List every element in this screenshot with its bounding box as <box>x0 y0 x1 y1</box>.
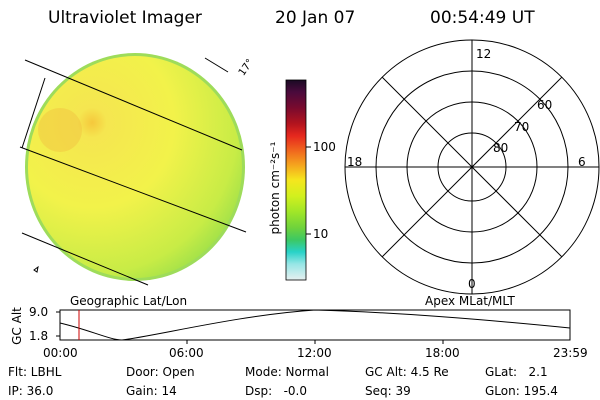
glon-status: GLon: 195.4 <box>485 384 558 398</box>
door-status: Door: Open <box>126 365 195 379</box>
coast-mark <box>33 265 39 273</box>
altitude-curve <box>59 309 571 341</box>
gain-status: Gain: 14 <box>126 384 177 398</box>
lat-line <box>24 59 243 151</box>
glat-status: GLat: 2.1 <box>485 365 548 379</box>
apex-label: Apex MLat/MLT <box>425 294 515 308</box>
bright-spot <box>38 108 82 152</box>
instrument-title: Ultraviolet Imager <box>48 8 202 28</box>
mode-status: Mode: Normal <box>245 365 329 379</box>
colorbar-unit-label: photon cm⁻²s⁻¹ <box>268 141 282 235</box>
colorbar-tick-100: 100 <box>313 140 336 154</box>
lon-line <box>204 57 229 73</box>
gc-alt-axis-label: GC Alt <box>10 307 24 345</box>
mlt-6-label: 6 <box>578 155 586 169</box>
colorbar-tick-10: 10 <box>313 227 329 241</box>
geographic-label: Geographic Lat/Lon <box>70 294 188 308</box>
uv-image <box>19 53 247 286</box>
x-tick-label: 06:00 <box>169 346 204 360</box>
lat-line <box>19 146 247 233</box>
timeline-frame <box>59 309 571 341</box>
polar-plot <box>344 39 600 295</box>
mlat-80-label: 80 <box>493 141 509 155</box>
time-label: 00:54:49 UT <box>430 8 535 28</box>
seq-status: Seq: 39 <box>365 384 411 398</box>
mlat-70-label: 70 <box>514 120 530 134</box>
y-tick-bottom: 1.8 <box>29 329 49 343</box>
lat-line <box>21 232 149 286</box>
filter-status: Flt: LBHL <box>8 365 62 379</box>
mlt-0-label: 0 <box>468 277 476 291</box>
x-tick-label: 23:59 <box>553 346 588 360</box>
polar-diagonal <box>381 76 563 258</box>
x-tick-label: 00:00 <box>43 346 78 360</box>
colorbar-scale <box>285 79 307 281</box>
colorbar <box>285 79 311 281</box>
lon-line <box>21 77 46 149</box>
aurora-disk <box>28 56 242 278</box>
timeline-plot <box>56 309 571 344</box>
mlat-60-label: 60 <box>537 98 553 112</box>
x-tick-label: 12:00 <box>297 346 332 360</box>
date-label: 20 Jan 07 <box>275 8 356 28</box>
x-tick-label: 18:00 <box>425 346 460 360</box>
mlt-18-label: 18 <box>347 155 363 169</box>
y-tick-top: 9.0 <box>29 305 49 319</box>
dsp-status: Dsp: -0.0 <box>245 384 308 398</box>
mlt-12-label: 12 <box>476 47 492 61</box>
gc-alt-status: GC Alt: 4.5 Re <box>365 365 449 379</box>
ip-status: IP: 36.0 <box>8 384 54 398</box>
